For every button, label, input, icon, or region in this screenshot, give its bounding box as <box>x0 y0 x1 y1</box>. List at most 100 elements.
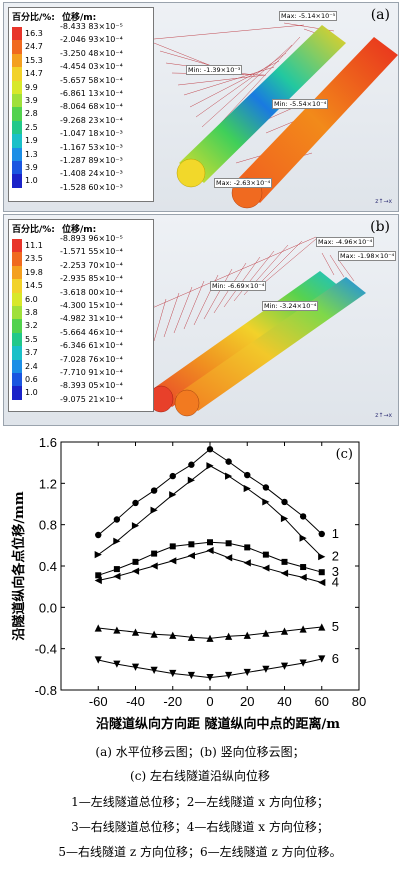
legend-displacement: -1.047 18×10⁻³ <box>60 129 123 139</box>
data-point <box>188 461 195 468</box>
left-tunnel <box>150 271 340 407</box>
max-tag: Max: -1.98×10⁻⁴ <box>338 251 397 261</box>
legend-swatch <box>12 252 22 266</box>
legend-percent: 19.8 <box>25 267 43 277</box>
data-point <box>262 564 270 572</box>
data-point <box>318 655 326 663</box>
data-point <box>151 550 158 557</box>
series-label: 5 <box>332 619 339 634</box>
max-tag: Max: -5.14×10⁻⁵ <box>279 11 338 21</box>
legend-percent: 9.9 <box>25 82 38 92</box>
data-point <box>94 624 102 632</box>
data-point <box>187 552 195 560</box>
legend-displacement: -3.250 48×10⁻⁴ <box>60 48 123 58</box>
data-point <box>187 671 195 680</box>
series-label: 6 <box>332 651 339 666</box>
legend-displacement: -7.710 91×10⁻⁴ <box>60 368 123 377</box>
legend-percent: 3.9 <box>25 96 38 105</box>
min-tag: Min: -6.69×10⁻⁴ <box>210 281 267 291</box>
legend-swatch <box>12 80 22 94</box>
legend-percent: 1.0 <box>25 176 38 186</box>
data-point <box>95 572 102 579</box>
legend-swatch <box>12 27 22 41</box>
data-point <box>262 498 270 506</box>
max-tag: Max: -4.96×10⁻⁴ <box>316 237 375 247</box>
legend-swatch <box>12 332 22 347</box>
legend-displacement: -7.028 76×10⁻⁴ <box>60 354 123 364</box>
data-point <box>94 576 102 585</box>
legend-percent: 1.0 <box>25 388 38 398</box>
x-tick-label: 0 <box>206 694 213 709</box>
data-point <box>281 558 288 565</box>
panel-label-a: (a) <box>370 7 390 23</box>
legend-disp-header: 位移/m: <box>62 13 97 23</box>
data-point <box>225 472 233 480</box>
legend-swatch <box>12 147 22 161</box>
legend-displacement: -8.393 05×10⁻⁴ <box>60 381 123 391</box>
legend-swatch <box>12 373 22 387</box>
min-tag: Min: -3.24×10⁻⁴ <box>262 301 319 311</box>
right-tunnel-end <box>174 389 200 417</box>
legend-percent: 16.3 <box>25 29 43 38</box>
contour-panel-horizontal: 百分比/%: 位移/m: 16.3 24.7 15.3 14.7 9.9 3.9 2.8 2.… <box>3 2 399 212</box>
series-line <box>98 549 322 584</box>
data-point <box>300 564 307 571</box>
left-tunnel <box>179 25 346 183</box>
legend-swatch <box>12 265 22 280</box>
legend-displacement: -4.454 03×10⁻⁴ <box>60 62 123 72</box>
data-point <box>150 562 158 570</box>
legend-displacement: -4.300 15×10⁻⁴ <box>60 301 123 310</box>
legend-swatch <box>12 319 22 333</box>
legend-swatch <box>12 134 22 148</box>
data-point <box>150 630 158 638</box>
legend-swatch <box>12 239 22 253</box>
y-tick-label: 0.8 <box>39 518 57 533</box>
legend-percent: 2.8 <box>25 109 38 119</box>
legend-pct-header: 百分比/%: <box>12 225 55 235</box>
caption-line: (c) 左右线隧道沿纵向位移 <box>130 769 270 783</box>
data-point <box>318 578 326 587</box>
legend-displacement: -5.664 46×10⁻⁴ <box>60 327 123 337</box>
data-point <box>280 514 289 523</box>
contour-panel-vertical: 百分比/%: 位移/m: 11.1 23.5 19.8 14.5 6.0 3.8 3.2 5.… <box>3 214 399 426</box>
data-point <box>113 537 121 545</box>
legend-percent: 15.3 <box>25 55 43 65</box>
right-tunnel <box>176 277 366 411</box>
data-point <box>169 557 177 565</box>
data-point <box>150 506 158 514</box>
tunnel-model-horizontal <box>153 22 398 209</box>
data-point <box>225 554 233 562</box>
data-point <box>169 631 177 639</box>
y-tick-label: -0.4 <box>35 642 57 657</box>
legend-displacement: -1.571 55×10⁻⁴ <box>60 247 123 257</box>
data-point <box>150 487 158 494</box>
data-point <box>280 662 289 670</box>
legend-percent: 3.7 <box>25 348 38 358</box>
legend-swatch <box>12 292 22 306</box>
displacement-line-chart: -60 -40 -20 0 20 40 60 80 -0.8 -0.4 0.0 0.4 0.8 1.2 1.… <box>11 435 366 732</box>
data-point <box>150 666 158 674</box>
data-point <box>225 671 233 680</box>
data-point <box>113 572 121 580</box>
min-tag: Min: -1.39×10⁻³ <box>186 65 243 75</box>
data-point <box>206 674 214 682</box>
data-point <box>131 628 140 636</box>
legend-displacement: -1.528 60×10⁻³ <box>60 182 123 192</box>
legend-percent: 6.0 <box>25 294 38 304</box>
legend-swatch <box>12 306 22 320</box>
left-tunnel-end <box>176 158 206 188</box>
data-point <box>131 522 140 530</box>
series-label: 2 <box>332 549 339 564</box>
legend-displacement: -1.287 89×10⁻³ <box>60 156 123 165</box>
data-point <box>94 551 102 559</box>
legend-swatch <box>12 279 22 293</box>
legend-displacement: -8.433 83×10⁻⁵ <box>60 22 123 31</box>
caption-line: 1—左线隧道总位移；2—左线隧道 x 方向位移； <box>71 795 329 809</box>
x-tick-label: 20 <box>240 694 254 709</box>
legend-displacement: -8.893 96×10⁻⁵ <box>60 234 123 243</box>
axis-triad-icon: z↑→x <box>375 198 392 205</box>
right-tunnel <box>234 37 398 203</box>
data-point <box>113 626 121 634</box>
legend-displacement: -3.618 00×10⁻⁴ <box>60 287 123 297</box>
data-point <box>113 516 121 523</box>
